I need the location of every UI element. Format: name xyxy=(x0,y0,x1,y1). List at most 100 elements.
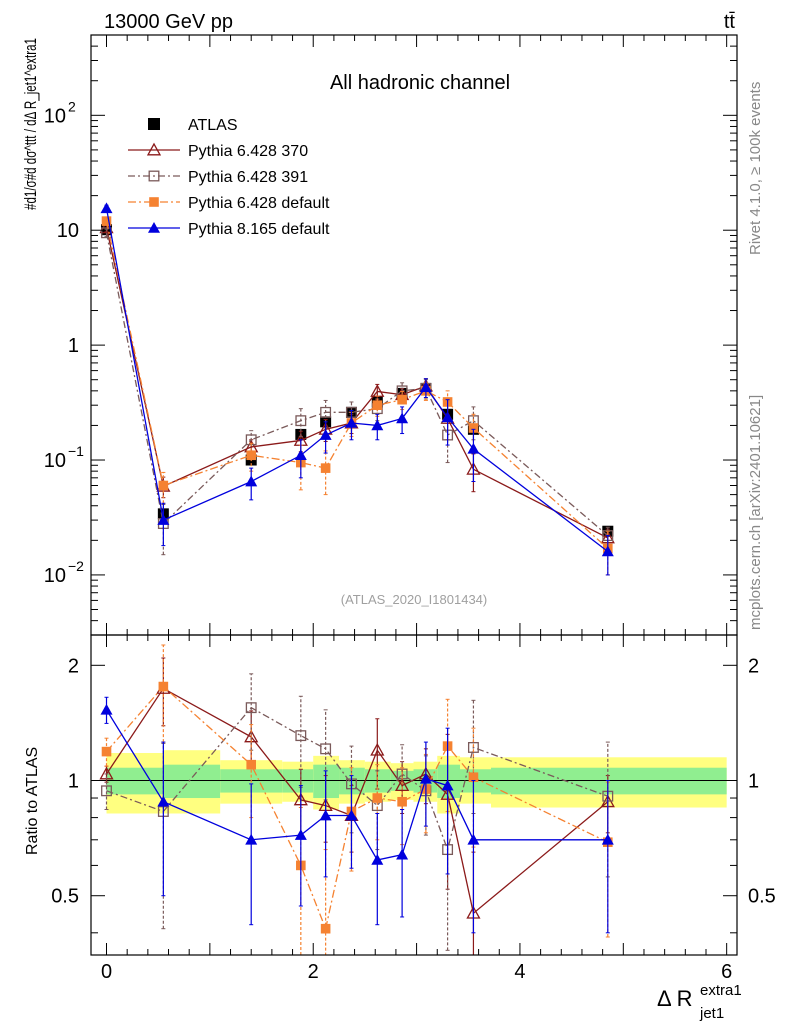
series-line xyxy=(105,227,609,539)
main-y-tick-label: 10 xyxy=(44,450,66,472)
x-tick-label: 2 xyxy=(308,961,319,983)
ratio-frame xyxy=(90,634,738,956)
data-point xyxy=(441,411,454,423)
data-point xyxy=(246,450,257,461)
ratio-point xyxy=(246,759,257,770)
process-label: tt̄ xyxy=(724,11,736,33)
main-y-tick-label: 10 xyxy=(44,565,66,587)
legend-label: ATLAS xyxy=(188,117,238,134)
data-point xyxy=(157,514,170,525)
x-axis-label: Δ R extra1 jet1 xyxy=(657,982,742,1022)
data-point xyxy=(419,381,432,393)
analysis-watermark: (ATLAS_2020_I1801434) xyxy=(341,592,487,607)
ratio-point xyxy=(320,743,332,755)
ratio-point xyxy=(419,772,432,784)
series-line xyxy=(105,232,609,537)
main-y-tick-label: 10 xyxy=(44,105,66,127)
ratio-point xyxy=(467,742,479,753)
ratio-y-tick-label-right: 1 xyxy=(748,771,759,793)
legend-marker xyxy=(149,197,159,207)
legend-label: Pythia 6.428 370 xyxy=(188,143,308,160)
band-inner-11 xyxy=(491,767,727,795)
mcplots-citation: mcplots.cern.ch [arXiv:2401.10621] xyxy=(747,395,764,630)
ratio-line xyxy=(106,706,609,852)
ratio-y-axis-label: Ratio to ATLAS xyxy=(24,747,41,855)
data-point xyxy=(294,449,307,461)
x-label-superscript: extra1 xyxy=(700,982,742,999)
ratio-y-tick-label: 1 xyxy=(68,771,79,793)
main-y-axis-label: #d1/σ#d dσ^ttt / dΔ R_jet1^extra1 xyxy=(21,38,40,210)
data-point xyxy=(319,429,332,440)
band-inner-0 xyxy=(106,767,164,795)
data-point xyxy=(101,216,112,226)
ratio-line xyxy=(105,709,608,861)
data-point xyxy=(158,480,169,491)
x-label-subscript: jet1 xyxy=(699,1005,724,1022)
data-point xyxy=(295,415,307,427)
legend-marker xyxy=(148,170,160,182)
ratio-point xyxy=(397,796,407,807)
ratio-point xyxy=(372,793,383,803)
main-y-tick-exponent: 2 xyxy=(68,98,76,114)
ratio-point xyxy=(396,848,409,860)
series-atlas xyxy=(101,224,614,537)
ratio-point xyxy=(101,746,112,757)
plot-frames xyxy=(90,34,738,956)
ratio-point xyxy=(395,778,410,792)
data-point xyxy=(396,412,409,424)
ratio-point xyxy=(294,829,307,840)
ratio-line xyxy=(106,685,609,931)
ratio-point xyxy=(245,833,258,845)
ratio-point xyxy=(468,772,479,783)
data-point xyxy=(371,419,384,431)
ratio-point xyxy=(467,833,480,845)
ratio-point xyxy=(295,730,307,742)
ratio-point xyxy=(100,703,113,715)
main-y-tick-exponent: −1 xyxy=(68,443,84,459)
data-point xyxy=(467,442,480,454)
series-main-3 xyxy=(100,202,614,576)
x-tick-label: 4 xyxy=(514,961,525,983)
main-y-tick-label: 10 xyxy=(57,220,79,242)
rivet-version-note: Rivet 4.1.0, ≥ 100k events xyxy=(747,82,764,255)
ratio-point xyxy=(371,853,384,865)
band-inner-1 xyxy=(163,764,221,799)
series-main-2 xyxy=(101,216,613,576)
band-inner-9 xyxy=(437,764,460,799)
series-layer xyxy=(99,202,615,955)
data-point xyxy=(601,545,614,557)
data-point xyxy=(397,394,407,405)
channel-title: All hadronic channel xyxy=(330,72,510,94)
data-point xyxy=(468,423,479,433)
x-tick-label: 0 xyxy=(101,961,112,983)
main-y-tick-exponent: −2 xyxy=(68,558,84,574)
ratio-point xyxy=(345,809,358,821)
ratio-point xyxy=(157,795,170,807)
legend-marker xyxy=(146,142,162,156)
main-y-tick-label: 1 xyxy=(68,335,79,357)
data-point xyxy=(245,475,258,487)
ratio-point xyxy=(101,785,112,797)
data-point xyxy=(345,416,358,428)
ratio-line xyxy=(105,687,609,915)
ratio-point xyxy=(320,923,331,934)
x-label-main: Δ R xyxy=(657,986,692,1011)
ratio-point xyxy=(601,833,614,845)
data-point xyxy=(320,406,332,418)
legend: ATLAS Pythia 6.428 370 Pythia 6.428 391 Pyt… xyxy=(128,117,330,238)
ratio-point xyxy=(441,779,454,791)
series-main-0 xyxy=(99,220,615,549)
x-tick-label: 6 xyxy=(721,961,732,983)
ratio-point xyxy=(245,702,257,714)
series-line xyxy=(105,208,609,552)
energy-label: 13000 GeV pp xyxy=(104,11,233,33)
series-ratio-0 xyxy=(99,657,615,955)
ratio-point xyxy=(370,742,385,756)
ratio-point xyxy=(319,809,332,821)
ratio-y-tick-label-right: 2 xyxy=(748,655,759,677)
series-ratio-3 xyxy=(100,696,614,934)
ratio-y-tick-label: 0.5 xyxy=(51,886,79,908)
data-point xyxy=(320,463,331,473)
